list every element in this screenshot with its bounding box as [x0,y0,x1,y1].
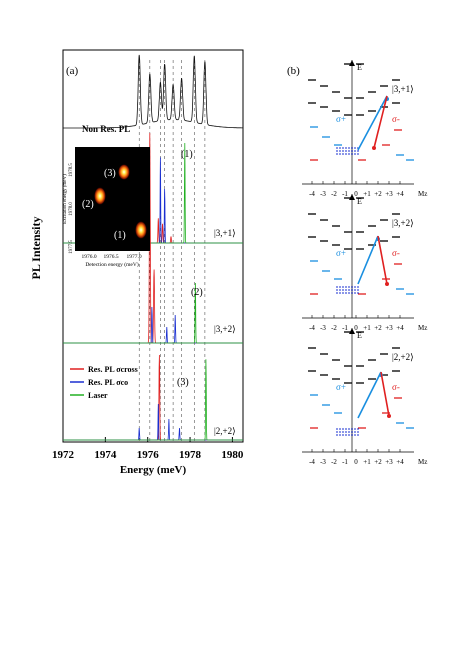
sigma-minus-arrowhead [387,414,391,418]
state-label: |2,+2⟩ [392,352,414,362]
mz-axis-label: Mz [418,324,427,332]
sigma-minus-arrow [373,95,388,149]
sigma-minus-label: σ- [392,382,400,392]
x-tick-label: 1976 [137,449,160,461]
inset-xlabel: Detection energy (meV) [85,261,139,268]
inset-xtick-2: 1976.5 [103,254,118,260]
inset-label-2: (2) [82,199,94,210]
peak-label-2: (2) [191,287,203,298]
inset-spot-1 [135,221,147,239]
trace-1 [63,54,243,129]
mz-axis-label: Mz [418,190,427,198]
inset-ytick-2: 1978.0 [69,202,74,216]
x-tick-label: 1972 [52,449,75,461]
e-axis-label: E [357,331,362,340]
state-label-a2: |3,+2⟩ [214,324,236,334]
mz-tick-label: +4 [396,324,404,332]
nonres-label: Non Res. PL [82,124,130,134]
mz-tick-label: +1 [363,190,371,198]
legend-co: Res. PL σco [88,378,128,387]
inset-spot-2 [94,187,106,205]
mz-tick-label: -2 [331,190,337,198]
mz-tick-label: -1 [342,324,348,332]
x-axis-ticks: 1972 1974 1976 1978 1980 [52,437,244,461]
inset-label-1: (1) [114,230,126,241]
inset-xtick-1: 1976.0 [81,254,96,260]
sigma-plus-label: σ+ [336,382,346,392]
peak-label-3: (3) [177,377,189,388]
plot-frame [62,49,244,443]
level-diagram-3: E Mz -4 -3 -2 -1 0 +1 +2 +3 +4 |2,+2⟩ σ+ σ- [302,328,427,466]
mz-tick-label: +3 [385,458,393,466]
mz-tick-label: 0 [354,324,358,332]
sigma-minus-arrowhead [385,282,389,286]
sigma-plus-label: σ+ [336,114,346,124]
e-axis-label: E [357,63,362,72]
state-label-a3: |2,+2⟩ [214,426,236,436]
dashed-guides [138,60,206,442]
sigma-plus-label: σ+ [336,248,346,258]
sigma-minus-label: σ- [392,114,400,124]
state-label: |3,+2⟩ [392,218,414,228]
x-tick-label: 1978 [179,449,202,461]
mz-tick-label: 0 [354,458,358,466]
e-axis-arrowhead [349,60,355,66]
x-tick-label: 1980 [221,449,244,461]
trace-7 [63,282,243,344]
mz-tick-label: +3 [385,324,393,332]
panel-b-label: (b) [287,65,300,77]
sigma-plus-arrow [357,235,379,285]
sigma-plus-arrow [357,95,388,151]
panel-a: (a) PL Intensity Energy (meV) 1972 1974 19… [29,49,244,476]
trace-10 [63,359,243,441]
mz-tick-label: -1 [342,190,348,198]
level-diagram-1: E Mz -4 -3 -2 -1 0 +1 +2 +3 +4 |3,+1⟩ σ+ σ- [302,60,427,198]
panel-a-label: (a) [66,65,79,77]
state-label-a1: |3,+1⟩ [214,228,236,238]
mz-tick-label: -3 [320,458,326,466]
inset-xtick-3: 1977.0 [126,254,141,260]
mz-tick-label: +4 [396,190,404,198]
mz-tick-label: +4 [396,458,404,466]
inset-map: (3) (2) (1) 1976.0 1976.5 1977.0 Detecti… [63,147,150,268]
mz-tick-label: -3 [320,190,326,198]
mz-tick-label: +2 [374,190,382,198]
peak-label-1: (1) [181,149,193,160]
x-tick-label: 1974 [94,449,117,461]
mz-tick-label: +2 [374,458,382,466]
inset-ytick-1: 1977.5 [69,240,74,254]
sigma-minus-arrowhead [372,146,376,150]
mz-tick-label: +1 [363,324,371,332]
mz-tick-label: +1 [363,458,371,466]
sigma-plus-arrow [357,371,382,419]
mz-tick-label: +3 [385,190,393,198]
inset-ytick-3: 1978.5 [69,163,74,177]
mz-axis-label: Mz [418,458,427,466]
level-diagram-2: E Mz -4 -3 -2 -1 0 +1 +2 +3 +4 |3,+2⟩ σ+ σ- [302,194,427,332]
e-axis-label: E [357,197,362,206]
panel-b: EMz-4 -3 -2 -1 0 +1 +2 +3 +4|3,+1⟩σ+ σ-EMz-4 -3 -2-… [302,60,427,466]
inset-ylabel: Excitation energy (meV) [63,174,68,224]
state-label: |3,+1⟩ [392,84,414,94]
mz-tick-label: -2 [331,458,337,466]
x-axis-label: Energy (meV) [120,464,187,476]
sigma-minus-label: σ- [392,248,400,258]
sigma-minus-arrow [380,371,390,417]
legend: Res. PL σcross Res. PL σco Laser [70,365,138,400]
y-axis-label: PL Intensity [29,216,43,279]
mz-tick-label: 0 [354,190,358,198]
mz-tick-label: -1 [342,458,348,466]
mz-tick-label: -4 [309,458,315,466]
mz-tick-label: -3 [320,324,326,332]
mz-tick-label: -2 [331,324,337,332]
legend-laser: Laser [88,391,108,400]
inset-spot-3 [118,164,130,180]
mz-tick-label: +2 [374,324,382,332]
sigma-minus-arrow [377,235,388,285]
mz-tick-label: -4 [309,324,315,332]
legend-cross: Res. PL σcross [88,365,138,374]
mz-tick-label: -4 [309,190,315,198]
inset-label-3: (3) [104,168,116,179]
